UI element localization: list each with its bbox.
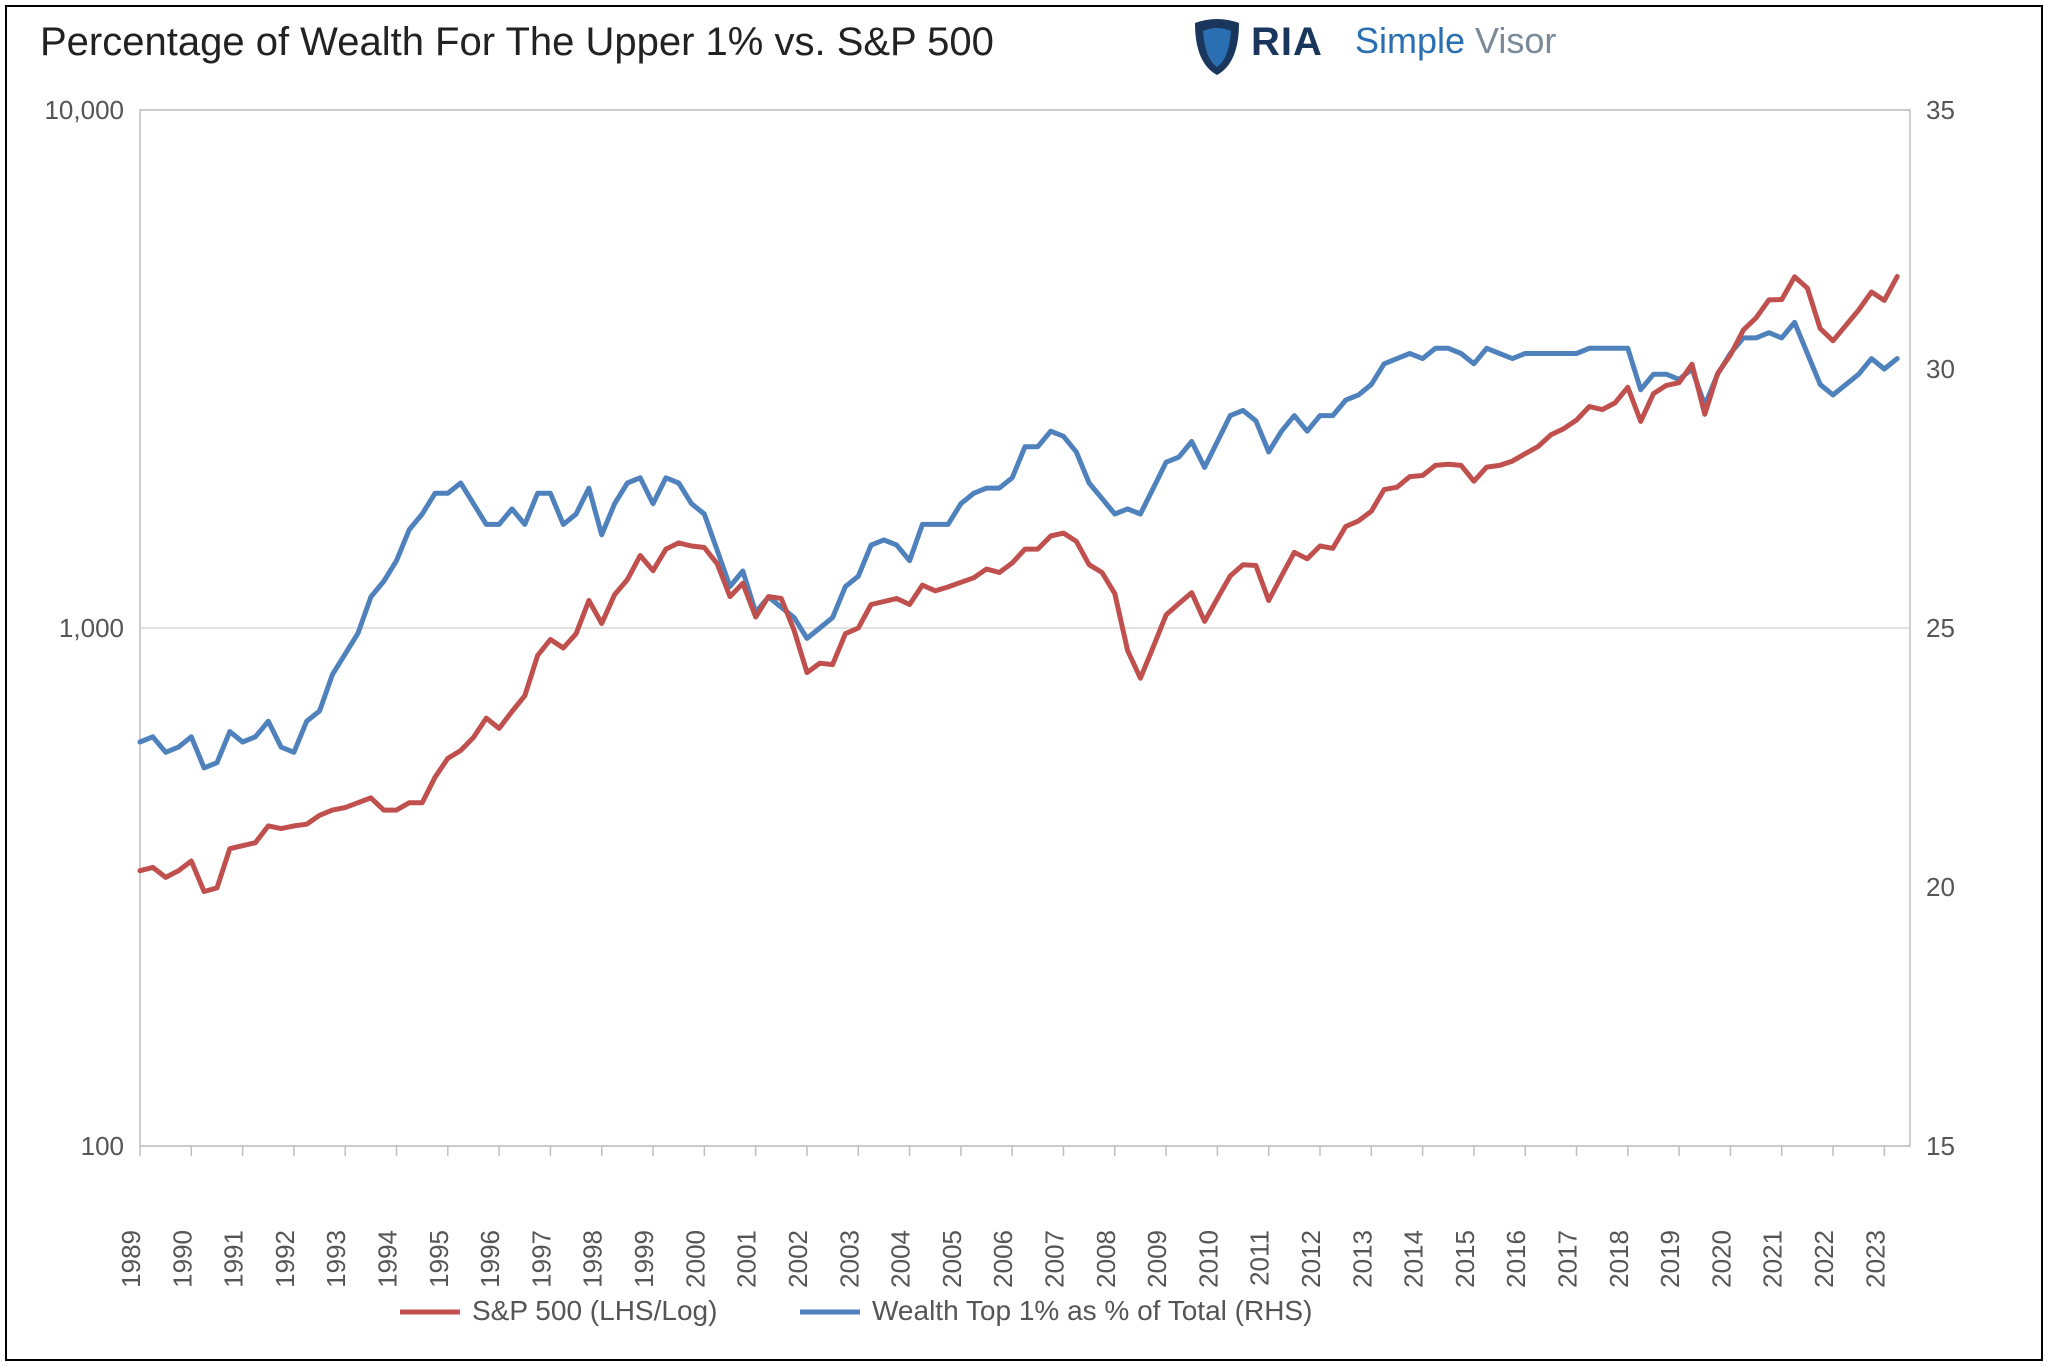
x-tick-label: 1990 [167,1230,197,1288]
x-tick-label: 1994 [373,1230,403,1288]
x-tick-label: 1989 [116,1230,146,1288]
outer-border [6,6,2042,1360]
x-tick-label: 2021 [1758,1230,1788,1288]
x-tick-label: 2013 [1347,1230,1377,1288]
chart-container: Percentage of Wealth For The Upper 1% vs… [0,0,2048,1366]
y-right-tick-label: 20 [1926,872,1955,902]
x-tick-label: 2020 [1706,1230,1736,1288]
x-tick-label: 1995 [424,1230,454,1288]
x-tick-label: 1999 [629,1230,659,1288]
x-tick-label: 2008 [1091,1230,1121,1288]
x-tick-label: 2017 [1553,1230,1583,1288]
ria-logo-text: RIA [1251,20,1323,64]
x-tick-label: 2000 [680,1230,710,1288]
x-tick-label: 2014 [1399,1230,1429,1288]
y-left-tick-label: 10,000 [44,95,124,125]
x-tick-label: 2002 [783,1230,813,1288]
x-tick-label: 2022 [1809,1230,1839,1288]
x-tick-label: 2001 [732,1230,762,1288]
chart-title: Percentage of Wealth For The Upper 1% vs… [40,20,994,64]
x-tick-label: 1991 [219,1230,249,1288]
x-tick-label: 2004 [886,1230,916,1288]
x-tick-label: 2023 [1860,1230,1890,1288]
x-tick-label: 1998 [578,1230,608,1288]
chart-svg: Percentage of Wealth For The Upper 1% vs… [0,0,2048,1366]
y-left-tick-label: 100 [81,1131,124,1161]
x-tick-label: 2011 [1245,1230,1275,1286]
legend-label: S&P 500 (LHS/Log) [472,1295,717,1326]
x-tick-label: 2010 [1193,1230,1223,1288]
x-tick-label: 1992 [270,1230,300,1288]
simplevisor-logo-simple: Simple [1355,20,1465,61]
x-tick-label: 2016 [1501,1230,1531,1288]
x-tick-label: 2018 [1604,1230,1634,1288]
x-tick-label: 2007 [1039,1230,1069,1288]
x-tick-label: 2003 [834,1230,864,1288]
y-right-tick-label: 15 [1926,1131,1955,1161]
legend-label: Wealth Top 1% as % of Total (RHS) [872,1295,1312,1326]
x-tick-label: 2005 [937,1230,967,1288]
x-tick-label: 2012 [1296,1230,1326,1288]
y-right-tick-label: 25 [1926,613,1955,643]
x-tick-label: 2019 [1655,1230,1685,1288]
x-tick-label: 2015 [1450,1230,1480,1288]
y-right-tick-label: 30 [1926,354,1955,384]
x-tick-label: 1993 [321,1230,351,1288]
x-tick-label: 1997 [526,1230,556,1288]
y-left-tick-label: 1,000 [59,613,124,643]
x-tick-label: 2006 [988,1230,1018,1288]
x-tick-label: 1996 [475,1230,505,1288]
simplevisor-logo-visor: Visor [1475,20,1556,61]
x-tick-label: 2009 [1142,1230,1172,1288]
y-right-tick-label: 35 [1926,95,1955,125]
